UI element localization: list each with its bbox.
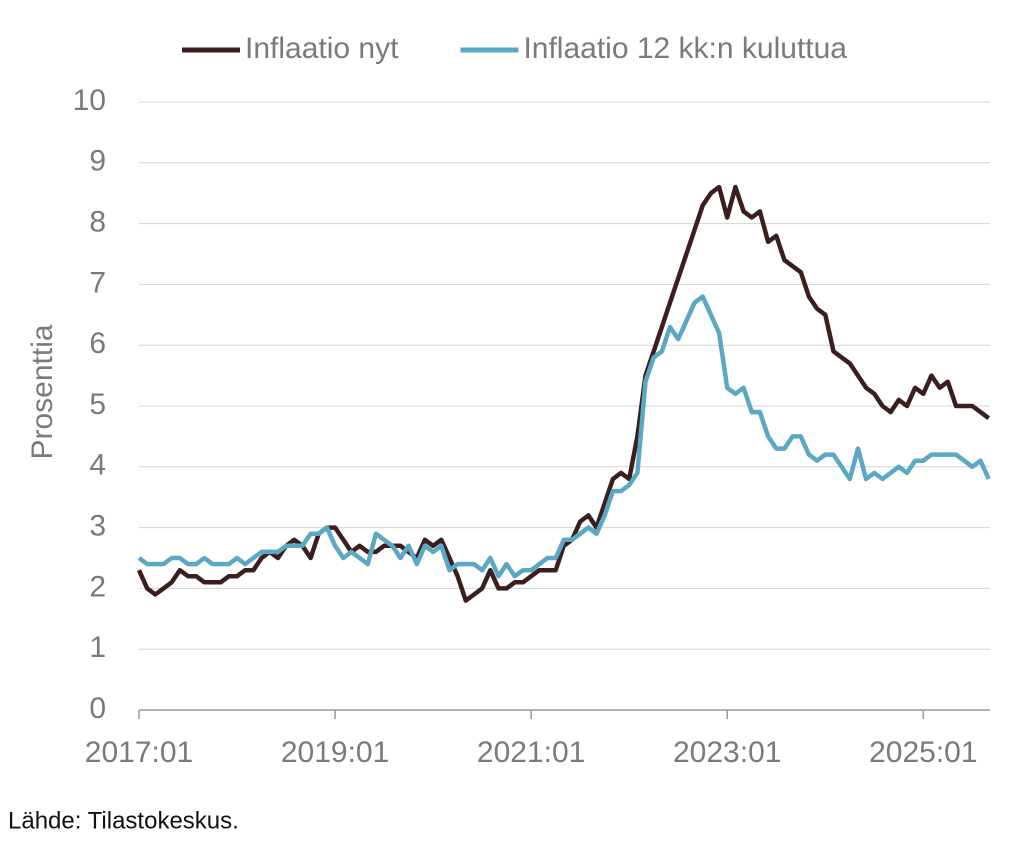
y-axis-label: Prosenttia [26,324,59,459]
y-tick-label: 5 [89,388,106,421]
y-tick-label: 7 [89,266,106,299]
y-tick-label: 3 [89,510,106,543]
legend-label: Inflaatio nyt [245,32,399,65]
y-tick-label: 10 [73,84,106,117]
y-tick-label: 1 [89,631,106,664]
y-tick-label: 6 [89,327,106,360]
series-line [137,294,991,579]
y-tick-label: 2 [89,570,106,603]
y-tick-label: 4 [89,449,106,482]
y-tick-label: 9 [89,145,106,178]
x-tick-label: 2025:01 [869,736,977,769]
legend-label: Inflaatio 12 kk:n kuluttua [523,32,847,65]
x-tick-label: 2023:01 [673,736,781,769]
source: Lähde: Tilastokeskus. [8,807,239,834]
x-tick-label: 2021:01 [477,736,585,769]
x-tick-label: 2019:01 [281,736,389,769]
series-line [136,184,991,603]
x-tick-label: 2017:01 [85,736,193,769]
y-tick-label: 0 [89,692,106,725]
y-tick-label: 8 [89,206,106,239]
